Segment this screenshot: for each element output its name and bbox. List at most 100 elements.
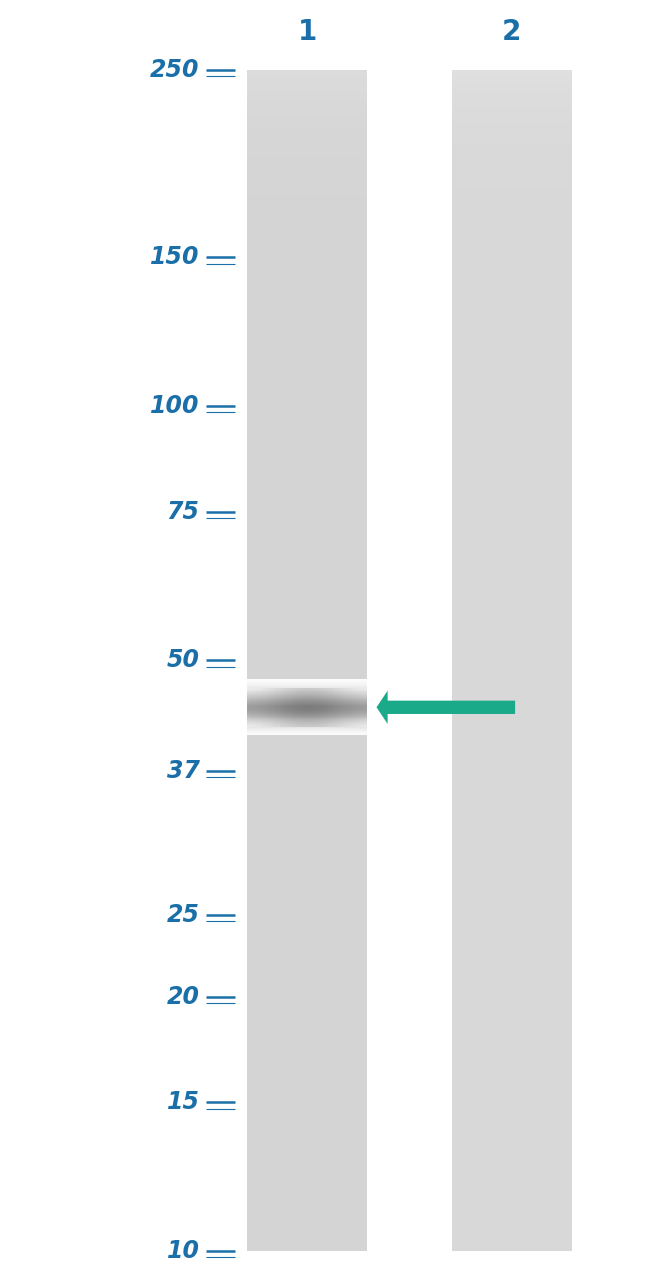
Bar: [452, 70, 572, 1251]
Bar: [452, 173, 572, 180]
Bar: [247, 210, 367, 217]
Bar: [452, 314, 572, 321]
Bar: [452, 225, 572, 232]
Bar: [247, 240, 367, 248]
Bar: [322, 688, 325, 726]
Bar: [452, 232, 572, 240]
Bar: [280, 688, 283, 726]
Text: 150: 150: [150, 245, 200, 269]
Bar: [310, 688, 313, 726]
Bar: [452, 85, 572, 91]
Bar: [316, 688, 319, 726]
Bar: [332, 688, 334, 726]
Bar: [247, 291, 367, 298]
Bar: [247, 688, 250, 726]
Text: 1: 1: [298, 18, 317, 46]
Bar: [452, 246, 572, 254]
Bar: [247, 159, 367, 166]
Bar: [286, 688, 289, 726]
Bar: [452, 77, 572, 85]
Bar: [452, 321, 572, 328]
Bar: [452, 107, 572, 114]
Bar: [319, 688, 322, 726]
Bar: [262, 688, 265, 726]
Bar: [247, 114, 367, 122]
Bar: [247, 232, 367, 240]
Bar: [247, 151, 367, 159]
Bar: [346, 688, 349, 726]
Bar: [452, 284, 572, 291]
Bar: [452, 210, 572, 217]
Bar: [247, 277, 367, 284]
Bar: [452, 70, 572, 77]
Bar: [247, 166, 367, 173]
Bar: [247, 358, 367, 366]
Bar: [452, 114, 572, 122]
Bar: [247, 306, 367, 314]
Bar: [364, 688, 367, 726]
Bar: [452, 351, 572, 358]
Bar: [337, 688, 340, 726]
Text: 37: 37: [166, 759, 200, 782]
Bar: [452, 188, 572, 196]
Bar: [247, 254, 367, 262]
Bar: [301, 688, 304, 726]
Bar: [452, 151, 572, 159]
Bar: [452, 262, 572, 269]
Text: 10: 10: [166, 1240, 200, 1262]
Bar: [247, 70, 367, 1251]
Bar: [277, 688, 280, 726]
Bar: [295, 688, 298, 726]
Bar: [247, 77, 367, 85]
Text: 15: 15: [166, 1090, 200, 1114]
Bar: [452, 335, 572, 343]
Bar: [274, 688, 277, 726]
Bar: [247, 173, 367, 180]
Bar: [452, 136, 572, 144]
Bar: [253, 688, 256, 726]
Bar: [452, 99, 572, 107]
Bar: [268, 688, 271, 726]
Bar: [325, 688, 328, 726]
Bar: [247, 91, 367, 99]
Bar: [247, 284, 367, 291]
Bar: [247, 99, 367, 107]
Bar: [247, 246, 367, 254]
Bar: [452, 306, 572, 314]
Bar: [452, 203, 572, 210]
Bar: [328, 688, 331, 726]
Text: 75: 75: [166, 499, 200, 523]
Bar: [259, 688, 262, 726]
Bar: [452, 328, 572, 335]
Bar: [247, 122, 367, 130]
Bar: [247, 70, 367, 77]
Bar: [358, 688, 361, 726]
Text: 25: 25: [166, 903, 200, 927]
Bar: [247, 196, 367, 203]
Bar: [247, 85, 367, 91]
Bar: [247, 203, 367, 210]
Bar: [304, 688, 307, 726]
Bar: [247, 225, 367, 232]
Bar: [452, 122, 572, 130]
Bar: [452, 130, 572, 136]
Bar: [298, 688, 301, 726]
Bar: [452, 159, 572, 166]
Bar: [361, 688, 364, 726]
Bar: [247, 328, 367, 335]
Bar: [247, 188, 367, 196]
Bar: [292, 688, 295, 726]
Bar: [247, 269, 367, 277]
Bar: [452, 166, 572, 173]
Bar: [307, 688, 310, 726]
Text: 2: 2: [502, 18, 521, 46]
Bar: [340, 688, 343, 726]
Bar: [247, 335, 367, 343]
Bar: [334, 688, 337, 726]
Bar: [247, 107, 367, 114]
Bar: [452, 298, 572, 306]
Bar: [452, 180, 572, 188]
Bar: [452, 217, 572, 225]
Text: 50: 50: [166, 649, 200, 672]
Bar: [247, 343, 367, 351]
